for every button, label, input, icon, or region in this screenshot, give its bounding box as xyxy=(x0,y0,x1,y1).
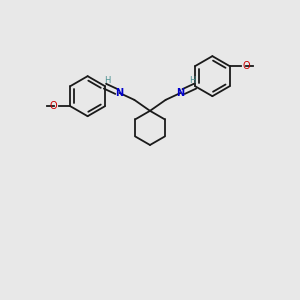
Text: N: N xyxy=(116,88,124,98)
Text: H: H xyxy=(104,76,111,85)
Text: N: N xyxy=(176,88,184,98)
Text: O: O xyxy=(243,61,250,71)
Text: H: H xyxy=(189,76,196,85)
Text: O: O xyxy=(50,101,57,111)
